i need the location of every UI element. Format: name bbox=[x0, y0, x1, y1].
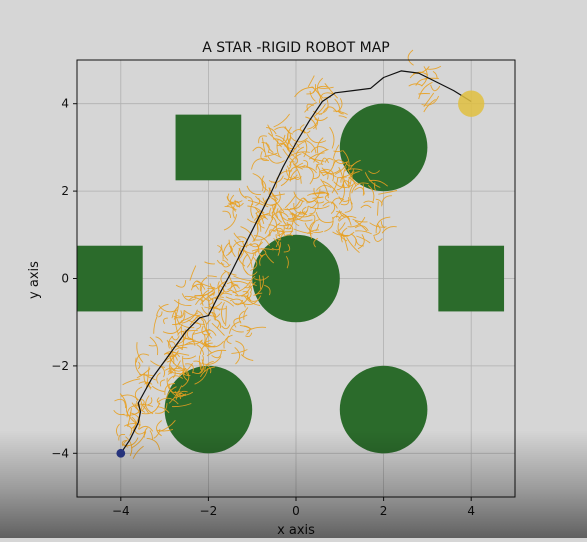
obstacle-circle bbox=[340, 104, 428, 192]
x-axis-label: x axis bbox=[277, 523, 315, 538]
y-tick-label: 2 bbox=[61, 184, 69, 198]
obstacle-square bbox=[77, 246, 143, 312]
goal-marker bbox=[458, 91, 484, 117]
y-tick-label: −4 bbox=[51, 446, 69, 460]
obstacle-circle bbox=[340, 366, 428, 454]
obstacle-square bbox=[438, 246, 504, 312]
x-tick-label: 2 bbox=[380, 504, 388, 518]
y-axis-label: y axis bbox=[27, 261, 42, 299]
start-marker bbox=[116, 449, 125, 458]
x-tick-label: 0 bbox=[292, 504, 300, 518]
y-tick-label: 0 bbox=[61, 272, 69, 286]
y-tick-label: −2 bbox=[51, 359, 69, 373]
chart-title: A STAR -RIGID ROBOT MAP bbox=[202, 40, 389, 56]
obstacle-circle bbox=[165, 366, 253, 454]
x-tick-label: 4 bbox=[467, 504, 475, 518]
y-tick-label: 4 bbox=[61, 97, 69, 111]
x-tick-label: −2 bbox=[200, 504, 218, 518]
x-tick-label: −4 bbox=[112, 504, 130, 518]
obstacle-square bbox=[176, 115, 242, 181]
